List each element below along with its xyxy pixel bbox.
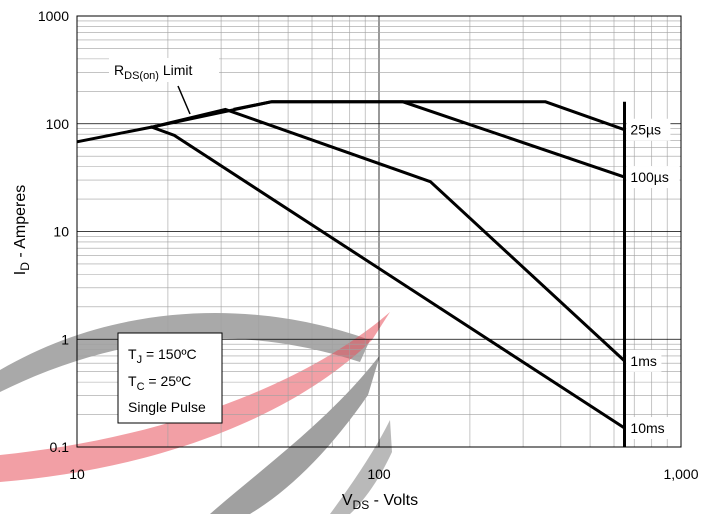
rds-limit-label: RDS(on) Limit (114, 62, 193, 82)
y-tick-label: 0.1 (50, 439, 70, 455)
y-axis-label: ID - Amperes (12, 185, 32, 275)
curve-labels: 25µs 100µs 1ms 10ms (626, 118, 680, 440)
curve-label: 100µs (630, 169, 668, 185)
watermark-gray-swoosh (0, 312, 370, 392)
y-tick-label: 1 (61, 331, 69, 347)
rds-limit-leader (177, 85, 191, 115)
curve-label-bg (626, 417, 671, 440)
curve-label: 10ms (630, 420, 664, 436)
x-tick-label: 10 (69, 466, 85, 482)
curve-label-bg (626, 349, 662, 372)
x-axis-label: VDS - Volts (342, 492, 418, 512)
x-tick-label: 1,000 (663, 466, 698, 482)
watermark-gray-swoosh-right (330, 420, 392, 514)
condition-tc: TC = 25ºC (128, 373, 191, 393)
chart-grid (76, 16, 681, 448)
rds-limit-annotation: RDS(on) Limit (109, 58, 219, 115)
y-tick-label: 10 (53, 224, 69, 240)
plot-frame (76, 15, 682, 448)
watermark-red-swoosh (0, 312, 390, 482)
curve-label: 25µs (630, 122, 661, 138)
condition-tj: TJ = 150ºC (128, 346, 197, 366)
curve-label-bg (626, 118, 671, 141)
series-line (149, 125, 626, 430)
tick-labels: 10 100 1,000 0.1 1 10 100 1000 (38, 8, 699, 482)
x-tick-label: 100 (367, 466, 391, 482)
watermark (0, 312, 392, 514)
conditions-box: TJ = 150ºC TC = 25ºC Single Pulse (117, 332, 223, 424)
y-tick-label: 1000 (38, 8, 69, 24)
y-tick-label: 100 (46, 116, 70, 132)
curve-label: 1ms (630, 353, 656, 369)
conditions-box-frame (117, 332, 223, 424)
series-line (153, 107, 626, 363)
condition-single-pulse: Single Pulse (128, 399, 206, 415)
rds-limit-label-bg (109, 58, 219, 82)
curve-label-bg (626, 166, 680, 189)
series-lines (76, 100, 626, 447)
series-line (233, 100, 625, 179)
